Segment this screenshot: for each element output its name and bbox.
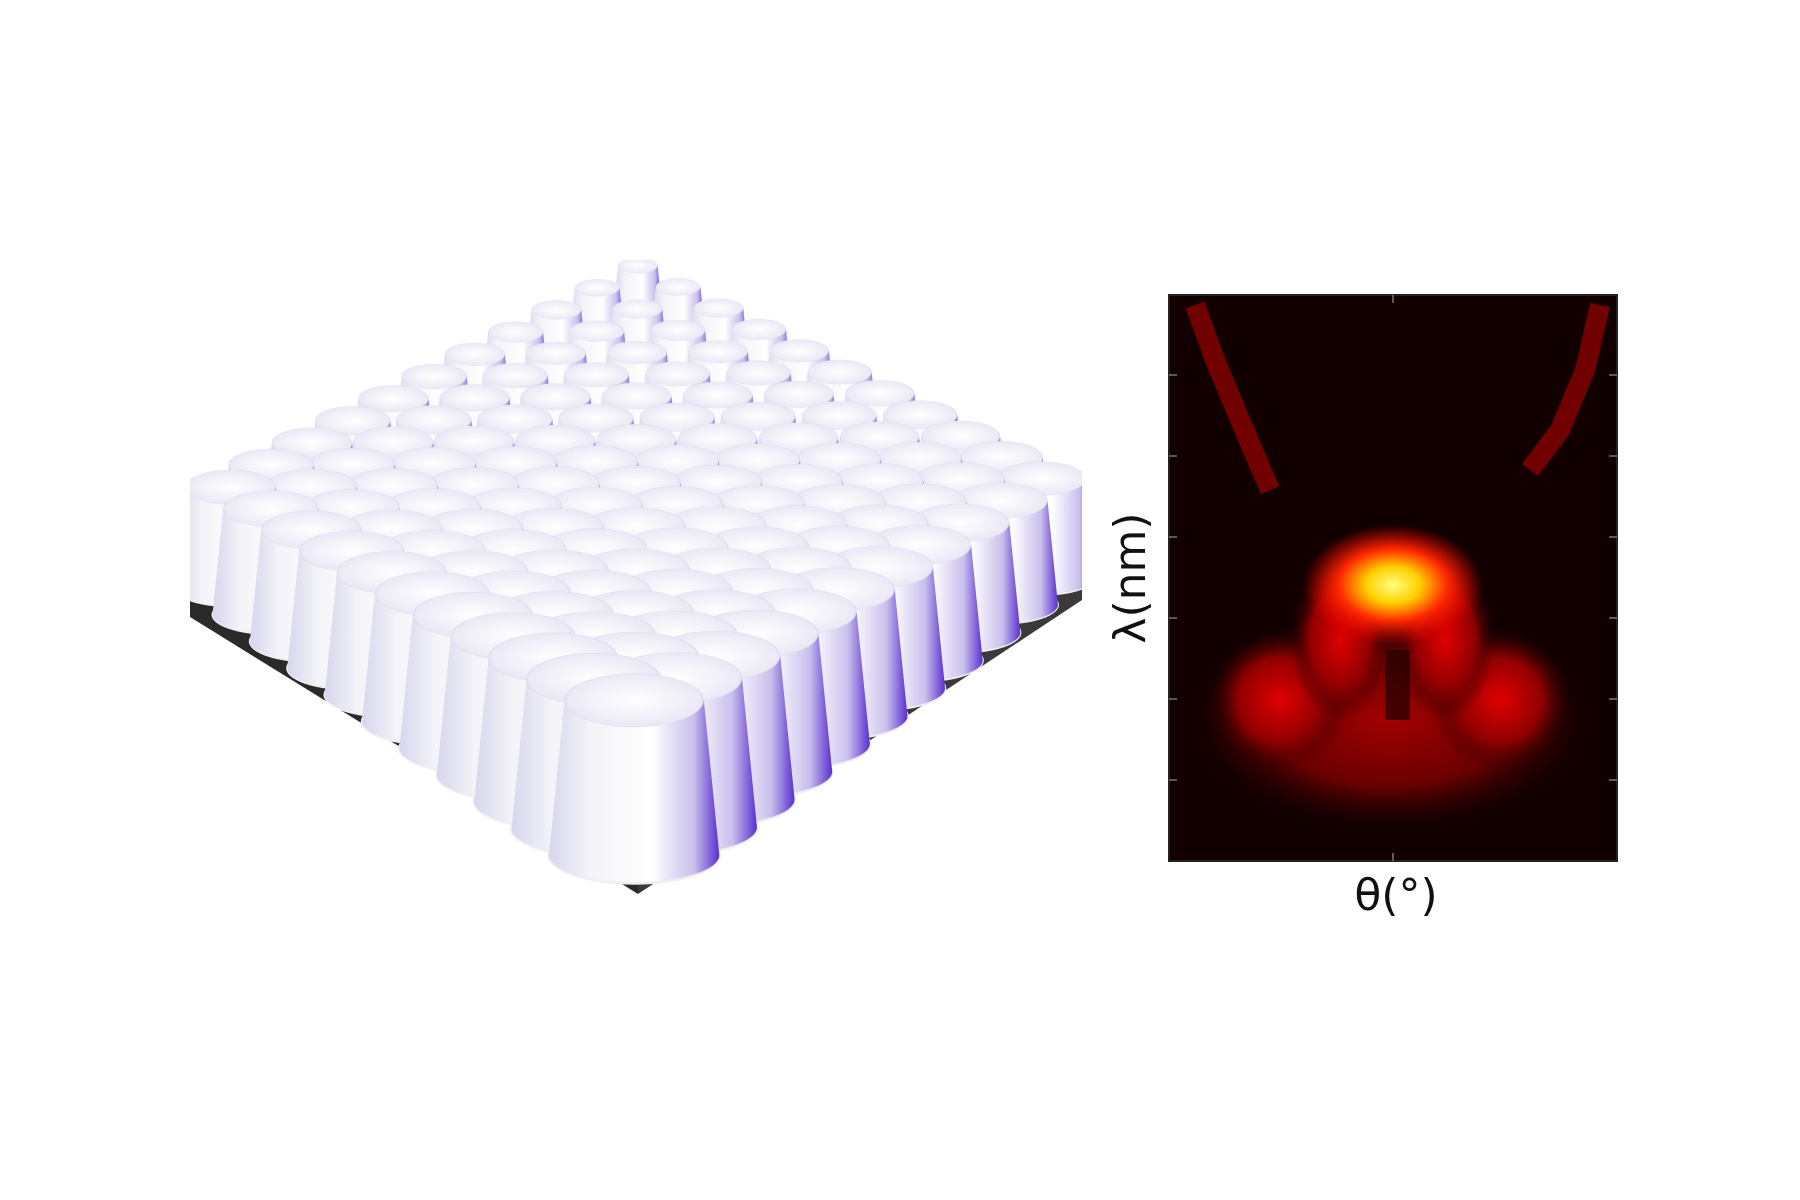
pillar-top bbox=[617, 260, 658, 274]
pillar-top bbox=[563, 362, 629, 388]
pillar-top bbox=[683, 381, 753, 409]
pillar-top bbox=[444, 342, 505, 366]
nanopillar-illustration bbox=[190, 260, 1082, 894]
pillar-top bbox=[639, 402, 715, 432]
pillar-top bbox=[601, 382, 672, 410]
pillar-top bbox=[612, 299, 663, 319]
pillar-top bbox=[731, 319, 787, 340]
pillar-top bbox=[693, 298, 744, 318]
pillar-top bbox=[607, 341, 667, 365]
pillar-top bbox=[769, 339, 829, 363]
pillar-top bbox=[569, 320, 625, 342]
pillar-top bbox=[564, 673, 704, 728]
pillar-top bbox=[396, 405, 472, 435]
x-axis-label: θ(°) bbox=[1354, 870, 1437, 921]
pillar-top bbox=[477, 404, 553, 434]
pillar-top bbox=[655, 278, 701, 296]
pillar-top bbox=[488, 321, 544, 343]
pillar-top bbox=[574, 279, 620, 297]
y-axis-label: λ(nm) bbox=[1105, 512, 1156, 643]
pillar-top bbox=[531, 300, 582, 320]
pillar-top bbox=[439, 384, 510, 412]
pillar-top bbox=[558, 403, 634, 433]
pillar-top bbox=[482, 363, 548, 389]
pillar-top bbox=[650, 319, 706, 341]
pillar-top bbox=[526, 341, 586, 365]
pillar-top bbox=[720, 402, 796, 431]
pillar bbox=[547, 673, 721, 885]
pillar-top bbox=[315, 406, 391, 436]
pillar-body bbox=[548, 700, 720, 883]
pillar-top bbox=[401, 363, 467, 389]
pillar-top bbox=[807, 359, 872, 385]
pillar-top bbox=[764, 380, 834, 408]
pillar-top bbox=[688, 340, 748, 364]
heatmap: θ(°) λ(nm) bbox=[1105, 294, 1618, 921]
pillar-top bbox=[845, 380, 915, 407]
pillar-top bbox=[802, 401, 877, 430]
pillar-top bbox=[358, 385, 429, 413]
axis-ticks bbox=[1169, 295, 1617, 861]
pillar-top bbox=[726, 360, 791, 386]
pillar-top bbox=[520, 383, 591, 411]
pillar-top bbox=[645, 361, 710, 387]
pillar-top bbox=[883, 400, 958, 429]
